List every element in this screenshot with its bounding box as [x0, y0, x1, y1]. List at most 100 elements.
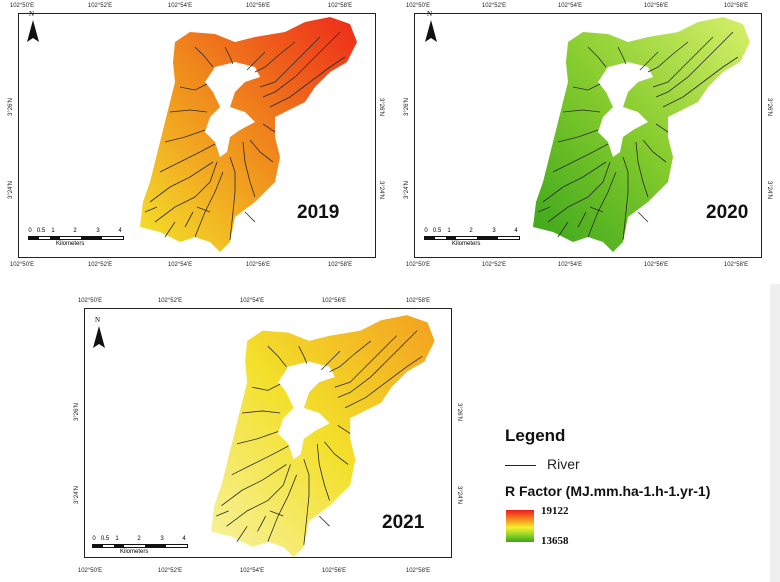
river-line — [154, 161, 218, 223]
bottom-longitude-label: 102°58'E — [723, 262, 749, 268]
top-longitude-label: 102°56'E — [245, 3, 271, 9]
river-line — [547, 161, 611, 223]
river-line — [324, 441, 349, 465]
bottom-longitude-label: 102°50'E — [405, 262, 431, 268]
river-line — [236, 431, 279, 445]
river-line — [298, 345, 308, 364]
right-edge-strip — [770, 284, 780, 582]
right-latitude-label: 3°24'N — [378, 181, 384, 199]
river-line — [319, 515, 330, 527]
top-longitude-label: 102°52'E — [87, 3, 113, 9]
top-longitude-label: 102°54'E — [557, 3, 583, 9]
river-line — [221, 464, 287, 507]
catchment-map-2019 — [140, 17, 357, 252]
legend-title: Legend — [505, 426, 566, 445]
top-longitude-label: 102°50'E — [9, 3, 35, 9]
map-panel-2020: 102°50'E 102°52'E 102°54'E 102°56'E 102°… — [390, 0, 780, 280]
river-line — [184, 211, 194, 228]
top-longitude-label: 102°50'E — [77, 298, 103, 304]
river-line — [242, 410, 281, 414]
top-longitude-label: 102°58'E — [405, 298, 431, 304]
river-line — [622, 156, 629, 241]
river-line — [337, 425, 351, 434]
map-year-label: 2020 — [706, 202, 749, 223]
river-line — [242, 141, 256, 198]
legend: Legend River R Factor (MJ.mm.ha-1.h-1.yr… — [495, 423, 770, 553]
top-longitude-label: 102°58'E — [723, 3, 749, 9]
top-longitude-label: 102°56'E — [321, 298, 347, 304]
river-line — [246, 51, 266, 71]
river-line — [587, 46, 607, 68]
bottom-longitude-label: 102°52'E — [87, 262, 113, 268]
river-line — [196, 206, 211, 213]
right-latitude-label: 3°26'N — [378, 98, 384, 116]
river-line — [577, 211, 587, 228]
river-line — [244, 211, 256, 223]
left-latitude-label: 3°24'N — [74, 486, 80, 504]
river-line — [249, 139, 274, 163]
right-latitude-label: 3°24'N — [456, 486, 462, 504]
river-line — [269, 510, 284, 517]
bottom-longitude-label: 102°58'E — [405, 568, 431, 574]
bottom-longitude-label: 102°50'E — [9, 262, 35, 268]
catchment-area — [140, 17, 357, 252]
river-line — [655, 123, 669, 133]
bottom-longitude-label: 102°54'E — [239, 568, 265, 574]
river-line — [337, 330, 418, 398]
river-line — [537, 206, 551, 213]
river-line — [262, 31, 341, 98]
river-line — [639, 51, 659, 71]
bottom-longitude-label: 102°58'E — [327, 262, 353, 268]
left-latitude-label: 3°24'N — [8, 181, 14, 199]
scale-bar: 0 0.5 1 2 3 4 Kilometers — [28, 228, 128, 252]
legend-max-value: 19122 — [541, 505, 569, 517]
map-year-label: 2021 — [382, 512, 425, 533]
river-line-symbol — [505, 465, 536, 466]
river-line — [542, 161, 607, 203]
bottom-longitude-label: 102°56'E — [643, 262, 669, 268]
legend-rfactor-label: R Factor (MJ.mm.ha-1.h-1.yr-1) — [505, 483, 711, 499]
river-line — [572, 83, 601, 91]
right-latitude-label: 3°26'N — [456, 403, 462, 421]
scale-bar: 0 0.5 1 2 3 4 Kilometers — [92, 536, 192, 560]
left-latitude-label: 3°24'N — [404, 181, 410, 199]
reservoir — [205, 62, 260, 157]
river-line — [169, 109, 208, 113]
river-line — [637, 211, 649, 223]
river-line — [635, 141, 649, 198]
river-line — [587, 171, 617, 238]
north-arrow-icon: N — [24, 10, 42, 42]
river-line — [194, 171, 224, 238]
river-line — [557, 221, 569, 238]
north-arrow-icon: N — [90, 316, 108, 348]
catchment-area — [533, 17, 750, 252]
river-line — [267, 345, 287, 367]
river-line — [652, 36, 714, 88]
bottom-longitude-label: 102°54'E — [167, 262, 193, 268]
legend-river-label: River — [547, 456, 580, 472]
river-line — [557, 129, 599, 143]
river-line — [164, 221, 176, 238]
river-line — [316, 443, 330, 501]
bottom-longitude-label: 102°52'E — [481, 262, 507, 268]
north-arrow-icon: N — [422, 10, 440, 42]
river-line — [194, 46, 214, 68]
river-line — [334, 335, 397, 388]
river-line — [303, 459, 310, 545]
river-line — [231, 445, 289, 476]
top-longitude-label: 102°52'E — [481, 3, 507, 9]
top-longitude-label: 102°54'E — [167, 3, 193, 9]
river-line — [562, 109, 601, 113]
river-line — [259, 36, 321, 88]
river-line — [164, 129, 206, 143]
top-longitude-label: 102°56'E — [643, 3, 669, 9]
right-latitude-label: 3°26'N — [766, 98, 772, 116]
river-line — [262, 123, 276, 133]
river-line — [269, 56, 346, 108]
top-longitude-label: 102°52'E — [157, 298, 183, 304]
river-line — [252, 383, 281, 391]
river-line — [159, 143, 216, 173]
left-latitude-label: 3°26'N — [8, 98, 14, 116]
reservoir — [278, 361, 335, 460]
river-line — [216, 510, 229, 517]
